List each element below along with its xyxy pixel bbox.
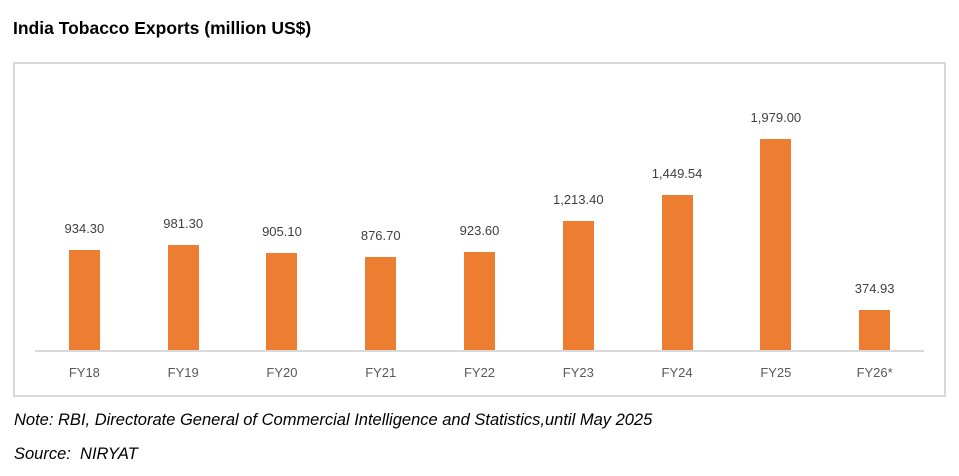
bar-column: 1,449.54 — [628, 166, 727, 350]
bar-value-label: 905.10 — [262, 224, 302, 239]
bar-value-label: 374.93 — [854, 281, 895, 296]
bar — [859, 310, 891, 350]
bar-column: 1,979.00 — [726, 110, 825, 350]
note-text: Note: RBI, Directorate General of Commer… — [14, 411, 653, 429]
x-axis-tick-label: FY23 — [562, 365, 594, 380]
x-axis-tick-label: FY25 — [760, 365, 792, 380]
x-axis-tick-label: FY26* — [856, 365, 893, 380]
bar-column: 981.30 — [134, 216, 233, 350]
x-axis-tick-label: FY22 — [463, 365, 496, 380]
plot-area: 934.30 981.30 905.10 876.70 923.60 1,213.40 1,… — [35, 64, 924, 352]
chart-title: India Tobacco Exports (million US$) — [13, 18, 312, 38]
x-axis-tick-label: FY18 — [68, 365, 100, 380]
bar-column: 905.10 — [233, 224, 332, 350]
bar-column: 923.60 — [430, 223, 529, 350]
chart-area: 934.30 981.30 905.10 876.70 923.60 1,213.40 1,… — [13, 62, 946, 397]
bar-column: 1,213.40 — [529, 192, 628, 350]
bar — [464, 252, 496, 350]
bar — [365, 257, 397, 350]
bar-value-label: 934.30 — [64, 221, 105, 236]
bar-value-label: 876.70 — [360, 228, 401, 243]
bar-column: 934.30 — [35, 221, 134, 350]
bar — [562, 221, 594, 350]
bar-value-label: 923.60 — [459, 223, 500, 238]
bar-value-label: 981.30 — [163, 216, 204, 231]
source-text: Source: NIRYAT — [14, 445, 138, 463]
bar-value-label: 1,449.54 — [651, 166, 703, 181]
x-axis-tick-label: FY19 — [167, 365, 199, 380]
bar — [760, 139, 792, 350]
bar — [167, 245, 199, 350]
bar-column: 876.70 — [331, 228, 430, 350]
x-axis-labels: FY18 FY19 FY20 FY21 FY22 FY23 FY24 FY25 FY26* — [35, 354, 924, 380]
bar-value-label: 1,979.00 — [750, 110, 802, 125]
x-axis-tick-label: FY21 — [365, 365, 397, 380]
x-axis-tick-label: FY24 — [661, 365, 693, 380]
bar — [68, 250, 100, 350]
bar — [661, 195, 693, 350]
bar-value-label: 1,213.40 — [552, 192, 604, 207]
bar-column: 374.93 — [825, 281, 924, 350]
x-axis-tick-label: FY20 — [266, 365, 298, 380]
bar — [266, 253, 298, 350]
